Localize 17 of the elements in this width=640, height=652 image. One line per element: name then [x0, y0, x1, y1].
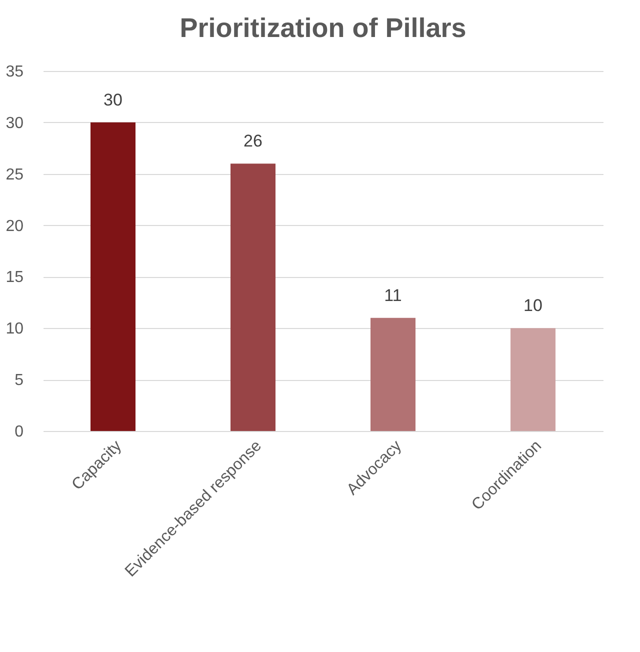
y-tick-label: 35 — [6, 64, 24, 80]
y-tick-label: 10 — [6, 320, 24, 338]
y-tick-label: 20 — [6, 218, 24, 235]
data-label: 26 — [244, 132, 262, 151]
bar — [90, 122, 136, 431]
y-tick-label: 5 — [14, 372, 24, 390]
y-tick-label: 15 — [6, 269, 24, 286]
bar — [370, 318, 416, 431]
data-label: 10 — [524, 296, 542, 316]
y-tick-label: 25 — [6, 166, 24, 184]
data-label: 11 — [384, 286, 402, 305]
y-tick-label: 0 — [14, 424, 24, 440]
bar — [510, 328, 556, 431]
bar — [230, 164, 276, 431]
y-tick-label: 30 — [6, 114, 24, 132]
data-label: 30 — [104, 90, 122, 110]
chart-title: Prioritization of Pillars — [180, 13, 466, 43]
